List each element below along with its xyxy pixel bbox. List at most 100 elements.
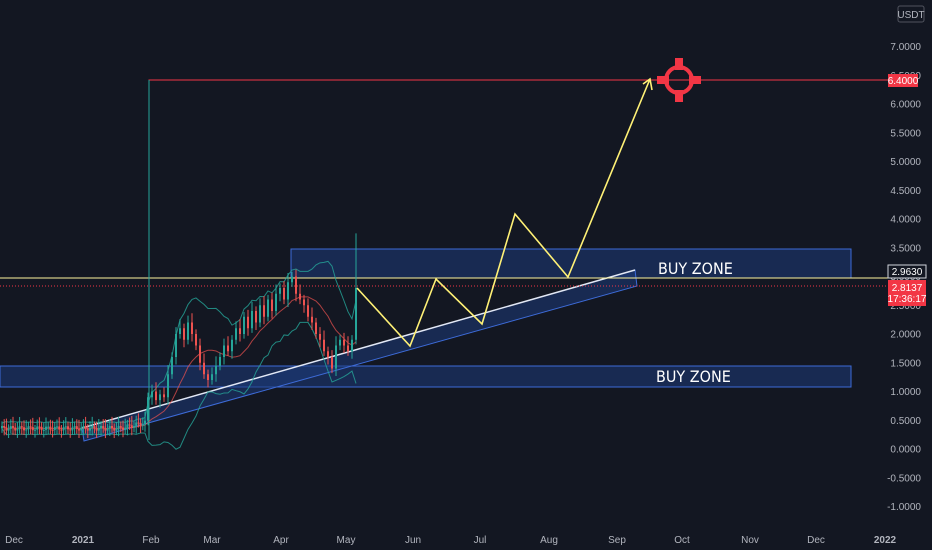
candle-body (291, 276, 293, 283)
price-tick-label: 7.0000 (890, 42, 921, 53)
candle-body (16, 429, 19, 431)
candle-body (139, 422, 142, 426)
candle-body (259, 305, 261, 323)
price-tick-label: 1.0000 (890, 387, 921, 398)
candle-body (279, 288, 281, 294)
candle-body (67, 426, 69, 430)
candle-body (73, 426, 76, 428)
candle-body (58, 426, 61, 430)
candle-body (315, 322, 317, 334)
price-tick-label: 5.5000 (890, 128, 921, 139)
resistance-price-tag[interactable]: 2.9630 (887, 264, 927, 279)
projection-path (356, 78, 651, 348)
candle-body (271, 299, 273, 311)
time-tick-label: Jul (474, 535, 487, 546)
candle-body (106, 428, 109, 431)
candle-body (119, 426, 122, 428)
candle-body (239, 328, 241, 334)
candle-body (303, 299, 305, 306)
candle-body (34, 429, 36, 431)
time-tick-label: Apr (273, 535, 289, 546)
time-tick-label: Aug (540, 535, 558, 546)
currency-badge[interactable] (897, 5, 925, 23)
candle-body (82, 426, 85, 428)
time-tick-label: Mar (203, 535, 221, 546)
time-tick-label: 2022 (874, 535, 897, 546)
candle-body (207, 374, 209, 380)
candle-body (187, 322, 189, 340)
last-price-tag[interactable]: 2.8137 17:36:17 (888, 280, 927, 306)
candle-body (117, 426, 120, 429)
candle-body (195, 334, 197, 346)
candle-body (327, 351, 329, 357)
time-tick-label: May (337, 535, 356, 546)
candle-body (69, 429, 72, 431)
price-axis[interactable]: 7.00006.50006.00005.50005.00004.50004.00… (887, 42, 921, 513)
candle-body (155, 391, 157, 401)
candle-body (51, 429, 54, 431)
candle-body (133, 426, 135, 428)
target-price-tag[interactable]: 6.4000 (888, 74, 919, 87)
candle-body (323, 339, 325, 352)
candle-body (56, 426, 58, 428)
candle-body (97, 428, 100, 431)
price-tick-label: 0.0000 (890, 445, 921, 456)
svg-text:2.8137: 2.8137 (892, 283, 923, 294)
candle-body (122, 427, 124, 430)
upper-buy-zone: BUY ZONE (290, 248, 852, 279)
candle-body (175, 334, 177, 357)
price-tick-label: 6.0000 (890, 100, 921, 111)
candle-body (42, 429, 45, 431)
candle-body (147, 397, 149, 421)
candle-body (275, 293, 277, 311)
candle-body (283, 288, 285, 300)
price-tick-label: 5.0000 (890, 157, 921, 168)
candle-body (243, 316, 245, 334)
candle-body (307, 305, 309, 317)
candle-body (141, 424, 144, 426)
bar-countdown: 17:36:17 (888, 294, 927, 305)
time-tick-label: Feb (142, 535, 160, 546)
candle-body (183, 328, 185, 340)
candle-body (215, 365, 217, 375)
candle-body (20, 426, 23, 428)
time-tick-label: 2021 (72, 535, 95, 546)
candle-body (38, 426, 41, 428)
candle-body (144, 420, 146, 425)
candle-body (223, 345, 225, 357)
candle-body (347, 345, 349, 352)
time-tick-label: Dec (807, 535, 825, 546)
candle-body (126, 424, 129, 428)
svg-text:6.4000: 6.4000 (888, 76, 919, 87)
candle-body (108, 426, 111, 429)
candle-body (47, 426, 50, 428)
price-tick-label: -0.5000 (887, 473, 921, 484)
time-tick-label: Oct (674, 535, 690, 546)
upper-zone-label: BUY ZONE (658, 259, 733, 278)
price-tick-label: 1.5000 (890, 358, 921, 369)
candle-body (167, 374, 169, 398)
time-axis[interactable]: Dec 2021 Feb Mar Apr May Jun Jul Aug Sep Oct Nov Dec… (5, 535, 896, 546)
candle-body (80, 427, 83, 431)
candle-body (111, 426, 113, 428)
candle-body (18, 426, 21, 430)
candle-body (335, 345, 337, 369)
candle-body (64, 426, 67, 428)
candle-body (104, 428, 107, 431)
candle-body (115, 428, 118, 431)
candle-body (27, 426, 30, 430)
candle-body (93, 426, 96, 429)
candle-body (36, 426, 39, 430)
candles (1, 233, 357, 439)
time-tick-label: Jun (405, 535, 421, 546)
candle-body (251, 311, 253, 329)
candle-body (219, 357, 221, 366)
candle-body (45, 426, 47, 430)
price-tick-label: 4.5000 (890, 186, 921, 197)
price-tick-label: 3.5000 (890, 243, 921, 254)
candle-body (235, 328, 237, 340)
time-tick-label: Nov (741, 535, 759, 546)
candle-body (31, 427, 34, 431)
candle-body (211, 374, 213, 380)
